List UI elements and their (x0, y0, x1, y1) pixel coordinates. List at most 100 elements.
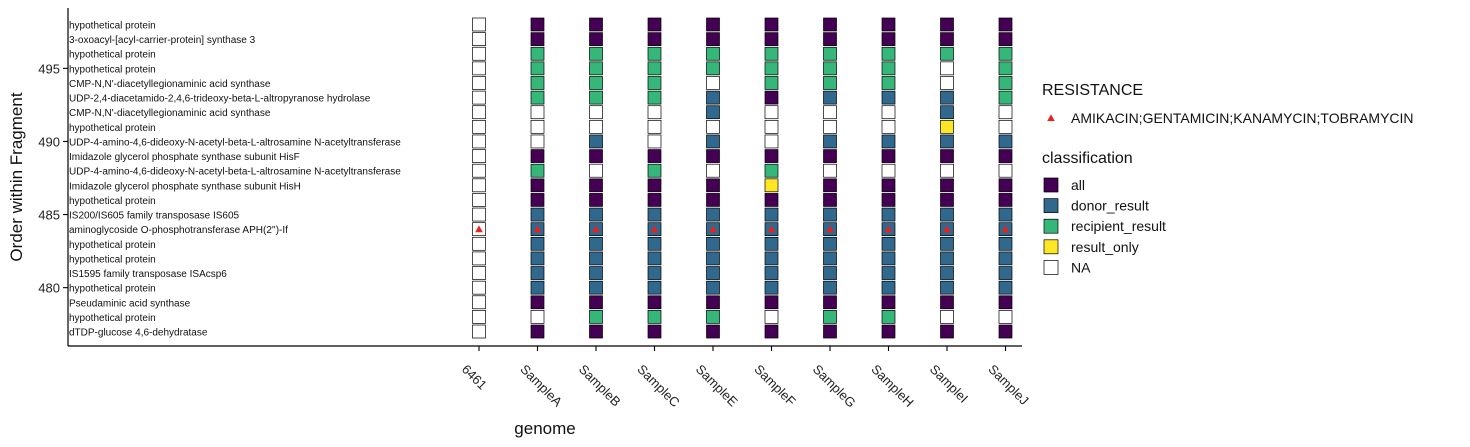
x-tick-label-SampleC: SampleC (634, 362, 682, 410)
tile-SampleA-487-all (530, 178, 545, 193)
tile-SampleC-483-donor_result (647, 236, 662, 251)
tile-SampleI-490-donor_result (940, 134, 954, 149)
legend-resistance-items: AMIKACIN;GENTAMICIN;KANAMYCIN;TOBRAMYCIN (1047, 110, 1414, 126)
tile-SampleH-483-donor_result (881, 236, 896, 251)
tile-SampleC-477-all (647, 324, 662, 339)
x-axis-title: genome (514, 419, 575, 438)
tile-SampleA-477-all (530, 324, 545, 339)
tile-SampleF-492-NA (764, 105, 779, 120)
tile-SampleI-493-donor_result (940, 90, 954, 105)
tile-SampleJ-477-all (998, 324, 1013, 339)
tile-SampleA-488-recipient_result (530, 163, 545, 178)
gene-label: hypothetical protein (69, 50, 156, 61)
tile-SampleF-496-recipient_result (764, 46, 779, 61)
tile-SampleE-493-donor_result (706, 90, 720, 105)
tile-SampleC-492-NA (647, 105, 662, 120)
gene-labels: hypothetical protein 3-oxoacyl-[acyl-carr… (69, 21, 401, 339)
tile-SampleJ-482-donor_result (998, 251, 1013, 266)
tile-SampleJ-478-NA (998, 310, 1013, 324)
tile-SampleC-478-recipient_result (647, 310, 662, 324)
tile-SampleF-480-donor_result (764, 280, 779, 295)
tile-SampleF-493-all (764, 90, 779, 105)
tile-SampleE-482-donor_result (706, 251, 720, 266)
tile-SampleC-485-donor_result (647, 207, 662, 222)
tile-SampleF-481-donor_result (764, 266, 779, 280)
tile-SampleC-497-all (647, 32, 662, 46)
gene-label: hypothetical protein (69, 284, 156, 295)
tile-SampleE-488-NA (706, 163, 720, 178)
x-tick-label-SampleA: SampleA (517, 362, 565, 410)
resistance-marker-SampleA (533, 225, 542, 233)
x-ticks: 6461 SampleA SampleB SampleC SampleE SampleF S… (459, 346, 1032, 410)
tile-SampleH-493-donor_result (881, 90, 896, 105)
tile-6461-480-NA (472, 280, 486, 295)
tile-SampleF-498-all (764, 17, 779, 32)
tile-SampleA-495-recipient_result (530, 61, 545, 76)
tile-SampleC-481-donor_result (647, 266, 662, 280)
tile-SampleA-493-recipient_result (530, 90, 545, 105)
tile-6461-486-NA (472, 193, 486, 207)
tile-SampleF-489-all (764, 149, 779, 163)
tile-SampleB-490-donor_result (589, 134, 603, 149)
tile-SampleE-497-all (706, 32, 720, 46)
tile-SampleG-490-donor_result (823, 134, 837, 149)
legend-label-NA: NA (1071, 259, 1091, 275)
tile-SampleI-489-all (940, 149, 954, 163)
legend-label-donor_result: donor_result (1071, 198, 1149, 214)
tile-SampleI-485-donor_result (940, 207, 954, 222)
tile-SampleA-478-NA (530, 310, 545, 324)
tile-SampleH-480-donor_result (881, 280, 896, 295)
gene-label: UDP-4-amino-4,6-dideoxy-N-acetyl-beta-L-… (69, 137, 401, 148)
tile-SampleE-491-NA (706, 119, 720, 134)
tile-SampleJ-495-recipient_result (998, 61, 1013, 76)
tile-SampleB-497-all (589, 32, 603, 46)
tile-SampleE-479-all (706, 295, 720, 310)
tile-SampleE-490-donor_result (706, 134, 720, 149)
tile-SampleE-492-donor_result (706, 105, 720, 120)
tile-SampleI-487-all (940, 178, 954, 193)
tile-SampleI-483-donor_result (940, 236, 954, 251)
legend-classification-items: all donor_result recipient_result result_on… (1043, 177, 1166, 275)
tile-SampleB-482-donor_result (589, 251, 603, 266)
legend-key-donor_result (1043, 198, 1059, 213)
tile-SampleB-488-NA (589, 163, 603, 178)
tile-SampleE-486-all (706, 193, 720, 207)
resistance-marker-SampleB (592, 225, 600, 233)
tile-SampleB-493-recipient_result (589, 90, 603, 105)
tile-SampleG-489-all (823, 149, 837, 163)
tile-6461-488-NA (472, 163, 486, 178)
legend-key-NA (1043, 260, 1059, 275)
gene-label: aminoglycoside O-phosphotransferase APH(… (69, 225, 288, 236)
tile-SampleF-483-donor_result (764, 236, 779, 251)
gene-label: Imidazole glycerol phosphate synthase su… (69, 181, 301, 192)
tile-SampleF-478-NA (764, 310, 779, 324)
tile-SampleF-487-result_only (764, 178, 779, 193)
gene-label: hypothetical protein (69, 240, 156, 251)
tile-SampleE-480-donor_result (706, 280, 720, 295)
tile-SampleC-498-all (647, 17, 662, 32)
tile-SampleB-485-donor_result (589, 207, 603, 222)
legend-resistance-title: RESISTANCE (1042, 82, 1143, 99)
tile-SampleE-478-recipient_result (706, 310, 720, 324)
tile-SampleG-483-donor_result (823, 236, 837, 251)
tile-SampleC-488-recipient_result (647, 163, 662, 178)
tile-SampleH-485-donor_result (881, 207, 896, 222)
tile-SampleJ-483-donor_result (998, 236, 1013, 251)
tile-SampleF-488-recipient_result (764, 163, 779, 178)
tile-SampleH-492-NA (881, 105, 896, 120)
tile-SampleG-481-donor_result (823, 266, 837, 280)
tile-SampleE-485-donor_result (706, 207, 720, 222)
y-tick-label: 480 (38, 281, 60, 296)
tile-SampleG-498-all (823, 17, 837, 32)
tile-SampleC-494-recipient_result (647, 76, 662, 90)
tile-SampleJ-480-donor_result (998, 280, 1013, 295)
tile-SampleH-495-recipient_result (881, 61, 896, 76)
tile-SampleA-480-donor_result (530, 280, 545, 295)
tile-SampleG-493-donor_result (823, 90, 837, 105)
tile-SampleB-498-all (589, 17, 603, 32)
tile-SampleE-487-all (706, 178, 720, 193)
tile-6461-495-NA (472, 61, 486, 76)
tile-SampleI-492-donor_result (940, 105, 954, 120)
resistance-marker-SampleJ (1001, 225, 1010, 233)
